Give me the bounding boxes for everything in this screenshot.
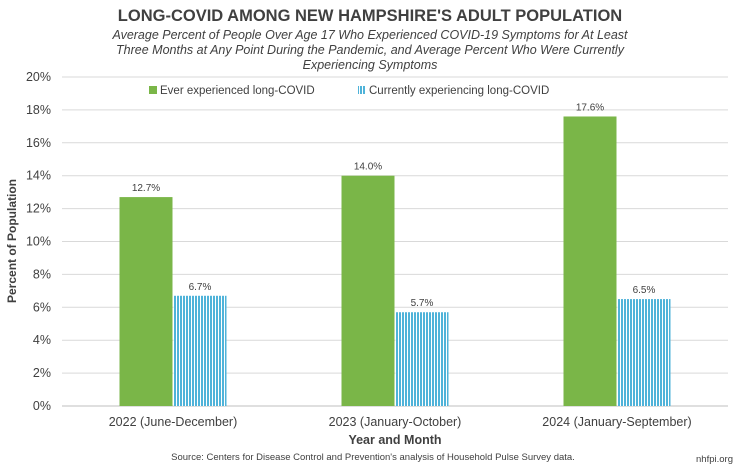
bar-ever-0	[119, 197, 173, 406]
bar-currently-0	[173, 295, 227, 406]
y-tick-label: 16%	[26, 136, 51, 150]
legend: Ever experienced long-COVID Currently ex…	[149, 85, 549, 97]
credit: nhfpi.org	[696, 454, 733, 465]
legend-swatch-ever	[149, 86, 157, 94]
legend-label-currently: Currently experiencing long-COVID	[369, 85, 549, 97]
gridlines	[62, 76, 728, 407]
x-tick-label: 2022 (June-December)	[109, 415, 238, 429]
bar-data-label: 5.7%	[411, 298, 434, 309]
legend-swatch-currently	[358, 86, 366, 94]
y-tick-label: 4%	[33, 333, 51, 347]
y-tick-label: 18%	[26, 103, 51, 117]
y-tick-label: 8%	[33, 267, 51, 281]
y-tick-label: 12%	[26, 202, 51, 216]
bars: 12.7% 6.7% 14.0% 5.7% 17.6% 6.5%	[119, 102, 671, 406]
y-axis-label: Percent of Population	[5, 179, 19, 303]
bar-ever-2	[563, 116, 617, 406]
x-tick-label: 2023 (January-October)	[329, 415, 462, 429]
bar-currently-1	[395, 312, 449, 406]
bar-data-label: 17.6%	[576, 102, 604, 113]
x-axis-label: Year and Month	[348, 433, 441, 447]
bar-data-label: 6.7%	[189, 282, 212, 293]
chart-subtitle-line-3: Experiencing Symptoms	[303, 58, 438, 72]
bar-ever-1	[341, 175, 395, 406]
legend-label-ever: Ever experienced long-COVID	[160, 85, 315, 97]
x-axis-ticks: 2022 (June-December) 2023 (January-Octobe…	[109, 415, 692, 429]
y-tick-label: 6%	[33, 300, 51, 314]
bar-data-label: 14.0%	[354, 162, 382, 173]
x-tick-label: 2024 (January-September)	[542, 415, 691, 429]
bar-data-label: 12.7%	[132, 183, 160, 194]
bar-currently-2	[617, 299, 671, 406]
y-tick-label: 0%	[33, 399, 51, 413]
y-tick-label: 2%	[33, 366, 51, 380]
y-tick-label: 10%	[26, 235, 51, 249]
bar-data-label: 6.5%	[633, 285, 656, 296]
source-note: Source: Centers for Disease Control and …	[171, 452, 575, 463]
y-tick-label: 20%	[26, 70, 51, 84]
chart-title: LONG-COVID AMONG NEW HAMPSHIRE'S ADULT P…	[118, 7, 622, 25]
chart-subtitle-line-1: Average Percent of People Over Age 17 Wh…	[111, 28, 628, 42]
chart-subtitle-line-2: Three Months at Any Point During the Pan…	[116, 43, 625, 57]
y-tick-label: 14%	[26, 169, 51, 183]
y-axis-ticks: 0% 2% 4% 6% 8% 10% 12% 14% 16% 18% 20%	[26, 70, 51, 413]
